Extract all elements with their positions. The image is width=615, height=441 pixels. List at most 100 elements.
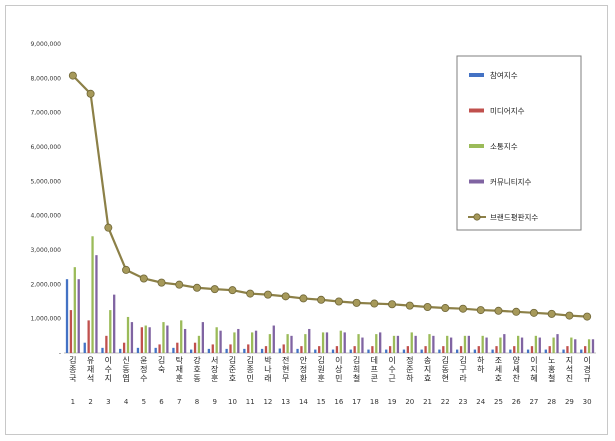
y-tick-label: - xyxy=(59,350,61,357)
bar-커뮤니티지수 xyxy=(485,337,488,353)
point-브랜드평판지수 xyxy=(157,278,166,287)
bar-참여지수 xyxy=(207,348,211,353)
bar-참여지수 xyxy=(243,348,246,353)
bar-미디어지수 xyxy=(388,346,392,353)
bar-미디어지수 xyxy=(122,342,126,353)
bar-커뮤니티지수 xyxy=(219,330,222,353)
y-tick-label: 2,000,000 xyxy=(30,281,61,288)
bar-커뮤니티지수 xyxy=(538,337,541,353)
bar-소통지수 xyxy=(410,332,413,353)
rank-label: 13 xyxy=(281,398,290,406)
bar-미디어지수 xyxy=(566,346,569,353)
bar-커뮤니티지수 xyxy=(183,328,187,353)
bar-미디어지수 xyxy=(548,346,551,353)
bar-커뮤니티지수 xyxy=(272,325,275,353)
bar-미디어지수 xyxy=(459,346,463,353)
bar-소통지수 xyxy=(321,332,325,353)
bar-미디어지수 xyxy=(69,310,73,353)
point-브랜드평판지수 xyxy=(228,286,237,295)
legend-swatch xyxy=(469,144,484,148)
bar-커뮤니티지수 xyxy=(113,294,116,353)
legend-swatch xyxy=(469,179,484,184)
point-브랜드평판지수 xyxy=(547,309,556,318)
point-브랜드평판지수 xyxy=(317,295,326,304)
bar-소통지수 xyxy=(162,322,165,353)
y-tick-label: 4,000,000 xyxy=(30,213,61,220)
bar-소통지수 xyxy=(91,236,94,353)
rank-label: 26 xyxy=(512,398,521,406)
bar-미디어지수 xyxy=(158,344,161,353)
chart-frame: - 1,000,000 2,000,000 3,000,000 4,000,000 5,0… xyxy=(5,5,608,435)
point-브랜드평판지수 xyxy=(122,265,131,274)
point-브랜드평판지수 xyxy=(139,274,148,283)
rank-label: 18 xyxy=(370,398,379,406)
bar-커뮤니티지수 xyxy=(343,332,346,353)
bar-참여지수 xyxy=(367,349,370,353)
bar-참여지수 xyxy=(349,349,352,353)
rank-label: 8 xyxy=(195,398,199,406)
bar-소통지수 xyxy=(570,337,573,353)
bar-참여지수 xyxy=(420,349,423,353)
bar-커뮤니티지수 xyxy=(414,335,417,353)
bar-참여지수 xyxy=(509,349,512,353)
rank-label: 27 xyxy=(529,398,538,406)
bar-소통지수 xyxy=(446,335,449,353)
bar-참여지수 xyxy=(190,349,193,353)
bar-커뮤니티지수 xyxy=(361,337,364,353)
point-브랜드평판지수 xyxy=(512,307,521,316)
bar-미디어지수 xyxy=(247,344,250,353)
rank-label: 7 xyxy=(177,398,181,406)
rank-label: 23 xyxy=(459,398,468,406)
rank-label: 24 xyxy=(476,398,485,406)
bar-커뮤니티지수 xyxy=(254,330,258,353)
rank-label: 3 xyxy=(106,398,110,406)
bar-커뮤니티지수 xyxy=(130,322,134,353)
point-브랜드평판지수 xyxy=(210,285,219,294)
bar-참여지수 xyxy=(331,349,335,353)
bar-커뮤니티지수 xyxy=(396,335,400,353)
bar-커뮤니티지수 xyxy=(591,339,595,353)
bar-참여지수 xyxy=(260,348,264,353)
bar-참여지수 xyxy=(544,349,547,353)
rank-label: 16 xyxy=(334,398,343,406)
rank-label: 5 xyxy=(142,398,146,406)
rank-label: 2 xyxy=(88,398,92,406)
rank-label: 21 xyxy=(423,398,432,406)
point-브랜드평판지수 xyxy=(104,223,113,232)
bar-소통지수 xyxy=(587,339,591,353)
rank-label: 10 xyxy=(228,398,237,406)
bar-커뮤니티지수 xyxy=(432,335,435,353)
bar-소통지수 xyxy=(73,267,76,353)
rank-label: 25 xyxy=(494,398,503,406)
legend-swatch-marker xyxy=(473,213,481,221)
bar-참여지수 xyxy=(172,347,175,353)
legend-label: 참여지수 xyxy=(490,70,518,80)
y-tick-label: 1,000,000 xyxy=(30,316,61,323)
bar-소통지수 xyxy=(339,330,342,353)
bar-미디어지수 xyxy=(264,346,268,353)
bar-참여지수 xyxy=(456,349,459,353)
bar-소통지수 xyxy=(197,335,201,353)
point-브랜드평판지수 xyxy=(246,289,255,298)
bar-소통지수 xyxy=(215,327,218,353)
bar-참여지수 xyxy=(402,349,406,353)
bar-미디어지수 xyxy=(584,346,587,353)
rank-label: 22 xyxy=(441,398,450,406)
rank-label: 12 xyxy=(263,398,272,406)
bar-소통지수 xyxy=(286,334,289,353)
bar-커뮤니티지수 xyxy=(467,335,470,353)
point-브랜드평판지수 xyxy=(423,302,432,311)
bar-커뮤니티지수 xyxy=(503,334,506,353)
